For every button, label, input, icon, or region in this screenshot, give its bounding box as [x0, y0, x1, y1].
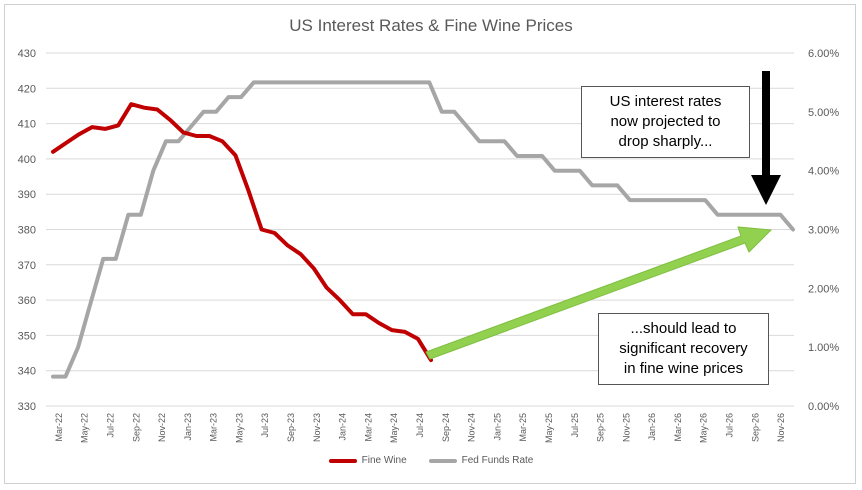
- x-tick-label: Sep-25: [596, 413, 606, 442]
- y-left-tick-label: 360: [18, 295, 36, 307]
- x-tick-label: Sep-22: [131, 413, 141, 442]
- x-tick-label: Jul-25: [570, 413, 580, 438]
- x-tick-label: May-26: [699, 413, 709, 443]
- x-tick-label: Mar-22: [54, 413, 64, 442]
- x-tick-label: Mar-24: [363, 413, 373, 442]
- y-right-tick-label: 2.00%: [808, 283, 839, 295]
- x-tick-label: May-23: [234, 413, 244, 443]
- series-fed-funds-line: [51, 80, 795, 379]
- x-tick-label: Nov-25: [621, 413, 631, 442]
- x-tick-label: Sep-26: [750, 413, 760, 442]
- annotation-rates: US interest rates now projected to drop …: [581, 86, 750, 158]
- y-left-tick-label: 380: [18, 225, 36, 237]
- y-left-tick-label: 350: [18, 330, 36, 342]
- x-tick-label: Mar-23: [209, 413, 219, 442]
- x-tick-label: Mar-26: [673, 413, 683, 442]
- legend-label-fine-wine: Fine Wine: [361, 455, 407, 466]
- y-left-tick-label: 410: [18, 119, 36, 131]
- x-tick-label: May-22: [80, 413, 90, 443]
- x-tick-label: Jul-23: [260, 413, 270, 438]
- x-tick-label: Jan-24: [338, 413, 348, 441]
- series-fine-wine-line: [51, 102, 433, 363]
- y-left-tick-label: 400: [18, 154, 36, 166]
- x-tick-label: Jul-22: [105, 413, 115, 438]
- y-left-tick-label: 370: [18, 260, 36, 272]
- x-tick-label: Jul-26: [725, 413, 735, 438]
- legend-swatch-fine-wine: [328, 458, 357, 463]
- x-tick-label: Sep-24: [441, 413, 451, 442]
- y-left-tick-label: 390: [18, 189, 36, 201]
- x-tick-label: Nov-26: [776, 413, 786, 442]
- x-tick-label: Nov-22: [157, 413, 167, 442]
- legend: Fine Wine Fed Funds Rate: [0, 455, 862, 466]
- black-arrow-shaft: [762, 71, 770, 176]
- x-tick-label: Jul-24: [415, 413, 425, 438]
- y-left-tick-label: 340: [18, 366, 36, 378]
- y-right-tick-label: 0.00%: [808, 401, 839, 413]
- x-tick-label: Nov-23: [312, 413, 322, 442]
- legend-label-fed-funds: Fed Funds Rate: [461, 455, 534, 466]
- chart-title: US Interest Rates & Fine Wine Prices: [289, 16, 573, 35]
- annotation-wine: ...should lead to significant recovery i…: [598, 313, 769, 385]
- y-left-tick-label: 420: [18, 83, 36, 95]
- y-left-tick-label: 330: [18, 401, 36, 413]
- x-tick-label: Jan-23: [183, 413, 193, 441]
- green-arrow: [425, 226, 773, 360]
- black-arrow-head: [751, 175, 781, 205]
- x-tick-label: Nov-24: [467, 413, 477, 442]
- y-right-tick-label: 3.00%: [808, 225, 839, 237]
- x-tick-label: May-25: [544, 413, 554, 443]
- x-tick-label: Jan-26: [647, 413, 657, 441]
- legend-item-fine-wine: Fine Wine: [328, 455, 407, 466]
- y-right-tick-label: 6.00%: [808, 48, 839, 60]
- legend-item-fed-funds: Fed Funds Rate: [428, 455, 534, 466]
- y-left-tick-label: 430: [18, 48, 36, 60]
- y-right-tick-label: 1.00%: [808, 342, 839, 354]
- x-tick-label: Mar-25: [518, 413, 528, 442]
- legend-swatch-fed-funds: [428, 458, 457, 463]
- x-tick-label: May-24: [389, 413, 399, 443]
- x-tick-label: Sep-23: [286, 413, 296, 442]
- y-right-tick-label: 4.00%: [808, 166, 839, 178]
- x-tick-label: Jan-25: [492, 413, 502, 441]
- y-right-tick-label: 5.00%: [808, 107, 839, 119]
